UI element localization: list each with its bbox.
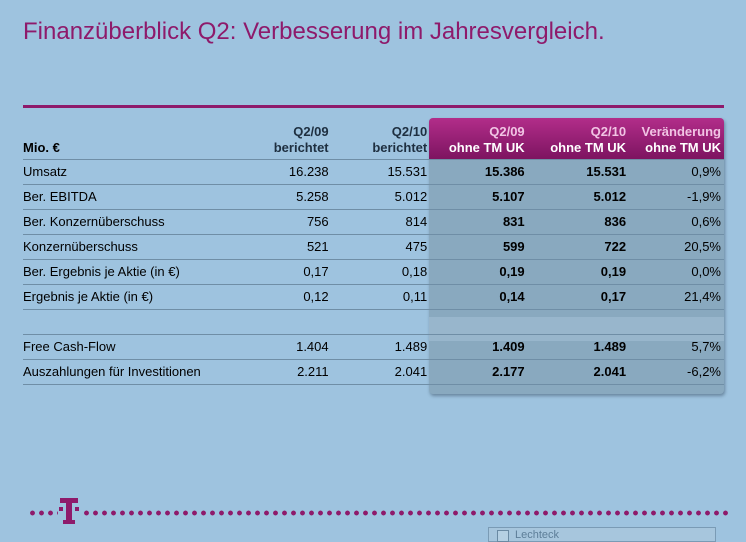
cell-value: 0,0% [629, 259, 724, 285]
cell-value: 1.404 [233, 334, 332, 360]
cell-value: 5.107 [430, 184, 528, 210]
table-header-row: Mio. € Q2/09 berichtet Q2/10 berichtet Q2/… [23, 118, 724, 159]
header-change-excl-tmuk: Veränderung ohne TM UK [629, 118, 724, 159]
cell-value: 15.531 [331, 158, 431, 185]
spacer-cell [23, 309, 234, 335]
table-row: Ber. Konzernüberschuss 756 814 831 836 0… [23, 209, 724, 235]
table-spacer-row [23, 309, 724, 335]
cell-value: 5.012 [527, 184, 630, 210]
header-q209-reported: Q2/09 berichtet [233, 118, 332, 159]
cell-value: 722 [527, 234, 630, 260]
row-label: Ergebnis je Aktie (in €) [23, 284, 234, 310]
cell-value: 0,11 [331, 284, 431, 310]
header-q210-reported: Q2/10 berichtet [332, 118, 431, 159]
logo-part [59, 507, 63, 511]
header-line: Q2/10 [590, 123, 627, 139]
spacer-cell [527, 309, 630, 335]
header-unit: Mio. € [23, 139, 60, 155]
header-line: ohne TM UK [550, 139, 627, 155]
telekom-t-logo-icon [58, 497, 80, 527]
cell-value: 20,5% [629, 234, 724, 260]
cell-value: 0,9% [629, 158, 724, 185]
cell-value: 0,12 [233, 284, 332, 310]
cell-value: 0,6% [629, 209, 724, 235]
cell-value: 0,19 [430, 259, 528, 285]
logo-part [63, 520, 75, 524]
cell-value: 16.238 [233, 158, 332, 185]
financial-table: Mio. € Q2/09 berichtet Q2/10 berichtet Q2/… [23, 118, 724, 385]
cell-value: 0,18 [331, 259, 431, 285]
table-row: Ber. EBITDA 5.258 5.012 5.107 5.012 -1,9… [23, 184, 724, 210]
cell-value: 0,17 [233, 259, 332, 285]
table-row: Free Cash-Flow 1.404 1.489 1.409 1.489 5… [23, 334, 724, 360]
cell-value: 0,14 [430, 284, 528, 310]
row-label: Free Cash-Flow [23, 334, 234, 360]
row-label: Ber. Ergebnis je Aktie (in €) [23, 259, 234, 285]
cell-value: 5,7% [629, 334, 724, 360]
cell-value: 521 [233, 234, 332, 260]
cell-value: 836 [527, 209, 630, 235]
cell-value: 15.531 [527, 158, 630, 185]
header-line: berichtet [372, 139, 428, 155]
header-line: Q2/09 [293, 123, 329, 139]
spacer-cell [629, 309, 724, 335]
cell-value: -1,9% [629, 184, 724, 210]
checkbox-icon[interactable] [497, 530, 509, 542]
spacer-cell [233, 309, 332, 335]
cell-value: 814 [331, 209, 431, 235]
table-row: Konzernüberschuss 521 475 599 722 20,5% [23, 234, 724, 260]
cell-value: 831 [430, 209, 528, 235]
spacer-cell [331, 309, 431, 335]
cell-value: 2.041 [331, 359, 431, 385]
table-row: Ber. Ergebnis je Aktie (in €) 0,17 0,18 … [23, 259, 724, 285]
header-line: ohne TM UK [645, 139, 721, 155]
row-label: Umsatz [23, 158, 234, 185]
header-line: berichtet [273, 139, 329, 155]
cell-value: 5.012 [331, 184, 431, 210]
logo-part [75, 507, 79, 511]
dotted-footer-line [28, 510, 728, 516]
row-label: Ber. EBITDA [23, 184, 234, 210]
cell-value: 5.258 [233, 184, 332, 210]
cell-value: 15.386 [430, 158, 528, 185]
cell-value: -6,2% [629, 359, 724, 385]
title-divider [23, 105, 724, 108]
table-row: Auszahlungen für Investitionen 2.211 2.0… [23, 359, 724, 385]
row-label: Auszahlungen für Investitionen [23, 359, 234, 385]
cell-value: 2.041 [527, 359, 630, 385]
cell-value: 0,19 [527, 259, 630, 285]
header-line: Veränderung [641, 123, 721, 139]
cell-value: 0,17 [527, 284, 630, 310]
header-q210-excl-tmuk: Q2/10 ohne TM UK [528, 118, 629, 159]
cell-value: 1.409 [430, 334, 528, 360]
toolbar-label: Lechteck [515, 529, 560, 541]
page-title: Finanzüberblick Q2: Verbesserung im Jahr… [23, 18, 605, 45]
cell-value: 1.489 [527, 334, 630, 360]
cell-value: 2.211 [233, 359, 332, 385]
table-row: Umsatz 16.238 15.531 15.386 15.531 0,9% [23, 158, 724, 185]
cell-value: 21,4% [629, 284, 724, 310]
cell-value: 599 [430, 234, 528, 260]
cell-value: 2.177 [430, 359, 528, 385]
header-line: Q2/09 [489, 123, 525, 139]
logo-part [66, 498, 72, 524]
header-q209-excl-tmuk: Q2/09 ohne TM UK [430, 118, 527, 159]
table-row: Ergebnis je Aktie (in €) 0,12 0,11 0,14 … [23, 284, 724, 310]
cell-value: 756 [233, 209, 332, 235]
spacer-cell [430, 309, 528, 335]
cell-value: 475 [331, 234, 431, 260]
row-label: Konzernüberschuss [23, 234, 234, 260]
cell-value: 1.489 [331, 334, 431, 360]
header-line: ohne TM UK [448, 139, 525, 155]
row-label: Ber. Konzernüberschuss [23, 209, 234, 235]
header-line: Q2/10 [391, 123, 428, 139]
highlight-header-band [429, 118, 724, 159]
